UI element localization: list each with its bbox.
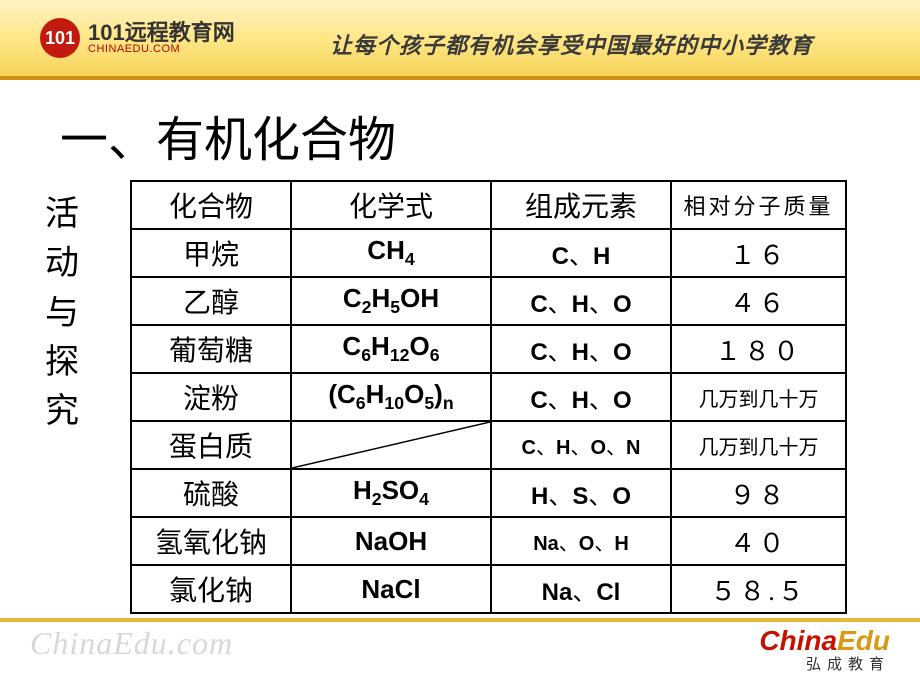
- compounds-table: 化合物 化学式 组成元素 相对分子质量 甲烷CH4C、H１６乙醇C2H5OHC、…: [130, 180, 847, 614]
- cell-compound: 蛋白质: [131, 421, 291, 469]
- logo-sub-text: CHINAEDU.COM: [88, 44, 235, 55]
- table-row: 乙醇C2H5OHC、H、O４６: [131, 277, 846, 325]
- th-elements: 组成元素: [491, 181, 671, 229]
- table-row: 硫酸H2SO4H、S、O９８: [131, 469, 846, 517]
- cell-elements: Na、Cl: [491, 565, 671, 613]
- cell-formula: CH4: [291, 229, 491, 277]
- cell-formula: NaOH: [291, 517, 491, 565]
- cell-compound: 硫酸: [131, 469, 291, 517]
- logo-101: 101 101远程教育网 CHINAEDU.COM: [40, 18, 235, 58]
- cell-compound: 氢氧化钠: [131, 517, 291, 565]
- cell-elements: H、S、O: [491, 469, 671, 517]
- table-row: 甲烷CH4C、H１６: [131, 229, 846, 277]
- cell-formula: (C6H10O5)n: [291, 373, 491, 421]
- cell-mass: ９８: [671, 469, 846, 517]
- cell-mass: 几万到几十万: [671, 373, 846, 421]
- cell-mass: １８０: [671, 325, 846, 373]
- table-body: 甲烷CH4C、H１６乙醇C2H5OHC、H、O４６葡萄糖C6H12O6C、H、O…: [131, 229, 846, 613]
- table-row: 葡萄糖C6H12O6C、H、O１８０: [131, 325, 846, 373]
- footer-logo-red: China: [759, 625, 837, 656]
- footer-logo-gold: Edu: [837, 625, 890, 656]
- cell-elements: Na、O、H: [491, 517, 671, 565]
- cell-mass: ５８.５: [671, 565, 846, 613]
- cell-elements: C、H、O、N: [491, 421, 671, 469]
- cell-formula: [291, 421, 491, 469]
- header-band: 101 101远程教育网 CHINAEDU.COM 让每个孩子都有机会享受中国最…: [0, 0, 920, 80]
- cell-formula: C6H12O6: [291, 325, 491, 373]
- footer-logo: ChinaEdu 弘成教育: [759, 627, 890, 672]
- cell-elements: C、H、O: [491, 373, 671, 421]
- cell-mass: ４０: [671, 517, 846, 565]
- cell-elements: C、H、O: [491, 325, 671, 373]
- cell-formula: NaCl: [291, 565, 491, 613]
- cell-formula: C2H5OH: [291, 277, 491, 325]
- vertical-label: 活动与探究: [42, 190, 82, 436]
- cell-compound: 乙醇: [131, 277, 291, 325]
- cell-compound: 甲烷: [131, 229, 291, 277]
- table-row: 淀粉(C6H10O5)nC、H、O几万到几十万: [131, 373, 846, 421]
- watermark-text: ChinaEdu.com: [30, 625, 233, 662]
- cell-compound: 氯化钠: [131, 565, 291, 613]
- diagonal-slash-icon: [292, 422, 490, 468]
- cell-formula: H2SO4: [291, 469, 491, 517]
- cell-mass: 几万到几十万: [671, 421, 846, 469]
- table-row: 氯化钠NaClNa、Cl５８.５: [131, 565, 846, 613]
- th-formula: 化学式: [291, 181, 491, 229]
- footer-logo-sub: 弘成教育: [759, 657, 890, 672]
- table-header-row: 化合物 化学式 组成元素 相对分子质量: [131, 181, 846, 229]
- cell-mass: ４６: [671, 277, 846, 325]
- bottom-rule: [0, 618, 920, 622]
- table-row: 氢氧化钠NaOHNa、O、H４０: [131, 517, 846, 565]
- footer-logo-main: ChinaEdu: [759, 627, 890, 655]
- th-compound: 化合物: [131, 181, 291, 229]
- th-mass: 相对分子质量: [671, 181, 846, 229]
- header-slogan: 让每个孩子都有机会享受中国最好的中小学教育: [330, 28, 813, 60]
- cell-compound: 淀粉: [131, 373, 291, 421]
- cell-mass: １６: [671, 229, 846, 277]
- cell-elements: C、H: [491, 229, 671, 277]
- cell-compound: 葡萄糖: [131, 325, 291, 373]
- table-row: 蛋白质 C、H、O、N几万到几十万: [131, 421, 846, 469]
- cell-elements: C、H、O: [491, 277, 671, 325]
- logo-main-text: 101远程教育网: [88, 22, 235, 44]
- page-title: 一、有机化合物: [60, 100, 396, 170]
- logo-circle-icon: 101: [40, 18, 80, 58]
